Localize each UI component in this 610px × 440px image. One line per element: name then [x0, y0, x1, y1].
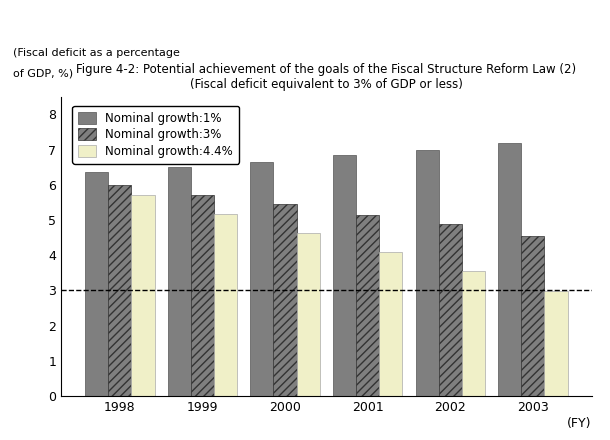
Bar [462, 271, 485, 396]
Bar [191, 195, 214, 396]
Bar [379, 252, 403, 396]
Bar [415, 150, 439, 396]
Text: of GDP, %): of GDP, %) [13, 69, 73, 79]
Bar [168, 167, 191, 396]
Bar [214, 214, 237, 396]
Bar [250, 162, 273, 396]
Bar [296, 233, 320, 396]
Bar [333, 155, 356, 396]
Bar [522, 236, 545, 396]
Bar [131, 195, 154, 396]
Legend: Nominal growth:1%, Nominal growth:3%, Nominal growth:4.4%: Nominal growth:1%, Nominal growth:3%, No… [72, 106, 239, 164]
Bar [273, 204, 296, 396]
Bar [439, 224, 462, 396]
Bar [108, 185, 131, 396]
Bar [545, 291, 567, 396]
Bar [85, 172, 108, 396]
Text: (FY): (FY) [567, 417, 592, 430]
Bar [356, 215, 379, 396]
Title: Figure 4-2: Potential achievement of the goals of the Fiscal Structure Reform La: Figure 4-2: Potential achievement of the… [76, 63, 576, 92]
Bar [498, 143, 522, 396]
Text: (Fiscal deficit as a percentage: (Fiscal deficit as a percentage [13, 48, 180, 58]
